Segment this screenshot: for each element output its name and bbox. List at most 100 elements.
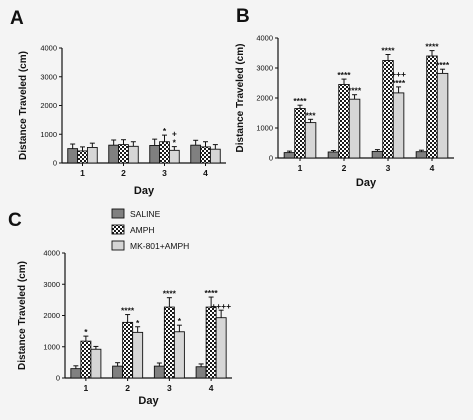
bar (392, 92, 405, 159)
x-tick-label: 3 (167, 383, 172, 393)
panel-letter: C (8, 210, 22, 231)
chart-panel-c: C 0 1000 2000 3000 4000 Distance Traveled (cm)… (8, 210, 232, 407)
bar (86, 147, 98, 164)
bar (163, 306, 175, 379)
x-tick-label: 1 (298, 163, 303, 173)
y-tick-label: 3000 (256, 64, 273, 73)
legend: SALINE AMPH MK-801+AMPH (111, 208, 189, 251)
bar (209, 148, 221, 164)
bar (108, 144, 120, 164)
significance-label: **** (348, 86, 362, 96)
x-tick-label: 4 (203, 168, 208, 178)
bar (132, 331, 144, 379)
significance-label: **** (425, 42, 439, 52)
significance-label: * (84, 327, 88, 337)
bar (149, 145, 161, 164)
legend-label: SALINE (130, 209, 161, 219)
significance-label: *** (306, 110, 317, 120)
x-tick-label: 2 (121, 168, 126, 178)
x-axis-label: Day (356, 177, 377, 189)
y-tick-label: 4000 (43, 249, 60, 258)
bar (195, 366, 207, 379)
x-tick-label: 2 (342, 163, 347, 173)
bar (436, 72, 449, 159)
significance-label: * (163, 126, 167, 136)
significance-label: **** (121, 306, 135, 316)
y-tick-label: 0 (53, 159, 57, 168)
y-tick-label: 2000 (43, 311, 60, 320)
bar (283, 152, 296, 159)
bar (304, 122, 317, 159)
bar (168, 149, 180, 164)
y-tick-label: 2000 (256, 94, 273, 103)
bar (205, 306, 217, 379)
y-tick-label: 1000 (43, 342, 60, 351)
significance-label: **** (381, 46, 395, 56)
y-tick-label: 1000 (40, 130, 57, 139)
y-axis-label: Distance Traveled (cm) (17, 261, 28, 370)
significance-label: **** (392, 78, 406, 88)
bar (153, 365, 165, 379)
y-axis-label: Distance Traveled (cm) (18, 51, 29, 160)
bar (348, 98, 361, 159)
x-tick-label: 4 (430, 163, 435, 173)
significance-label: **** (337, 70, 351, 80)
x-tick-label: 2 (125, 383, 130, 393)
bar (77, 150, 88, 164)
legend-label: AMPH (130, 225, 155, 235)
bar (70, 368, 82, 379)
chart-panel-b: B 0 1000 2000 3000 4000 Distance Traveled (cm)… (235, 6, 454, 189)
bar (118, 144, 129, 164)
bar (127, 145, 139, 164)
y-tick-label: 2000 (40, 101, 57, 110)
x-tick-label: 3 (386, 163, 391, 173)
significance-label: **** (293, 96, 307, 106)
bar (112, 365, 124, 379)
bar (200, 146, 211, 164)
significance-label: + (172, 129, 177, 139)
x-tick-label: 1 (80, 168, 85, 178)
y-tick-label: 0 (269, 154, 273, 163)
bar (215, 317, 227, 379)
bar (371, 150, 384, 159)
x-axis-label: Day (138, 395, 159, 407)
bar (90, 348, 102, 379)
panel-letter: A (10, 8, 24, 29)
bar (415, 151, 428, 159)
legend-swatch (111, 224, 125, 235)
y-tick-label: 3000 (40, 72, 57, 81)
bar (190, 144, 202, 164)
x-tick-label: 4 (209, 383, 214, 393)
bar (173, 331, 185, 379)
bar (80, 340, 92, 379)
legend-swatch (111, 240, 125, 251)
y-tick-label: 0 (56, 374, 60, 383)
y-tick-label: 1000 (256, 124, 273, 133)
y-tick-label: 3000 (43, 280, 60, 289)
bar (294, 108, 306, 159)
bar (67, 148, 79, 164)
significance-label: **** (436, 60, 450, 70)
panel-letter: B (236, 6, 250, 27)
y-tick-label: 4000 (256, 34, 273, 43)
significance-label: **** (205, 288, 219, 298)
y-axis-label: Distance Traveled (cm) (235, 44, 246, 153)
significance-label: ++++ (211, 301, 231, 311)
bar (426, 55, 438, 159)
significance-label: * (136, 318, 140, 328)
bar (327, 151, 340, 159)
x-axis-label: Day (134, 185, 155, 197)
bar (159, 141, 170, 164)
chart-panel-a: A 0 1000 2000 3000 4000 Distance Traveled (cm)… (10, 8, 226, 197)
x-tick-label: 3 (162, 168, 167, 178)
legend-label: MK-801+AMPH (130, 241, 189, 251)
y-tick-label: 4000 (40, 44, 57, 53)
significance-label: **** (163, 289, 177, 299)
bar (122, 321, 134, 379)
legend-swatch (111, 208, 125, 219)
x-tick-label: 1 (84, 383, 89, 393)
significance-label: * (173, 138, 177, 148)
significance-label: +++ (391, 69, 406, 79)
significance-label: * (178, 316, 182, 326)
